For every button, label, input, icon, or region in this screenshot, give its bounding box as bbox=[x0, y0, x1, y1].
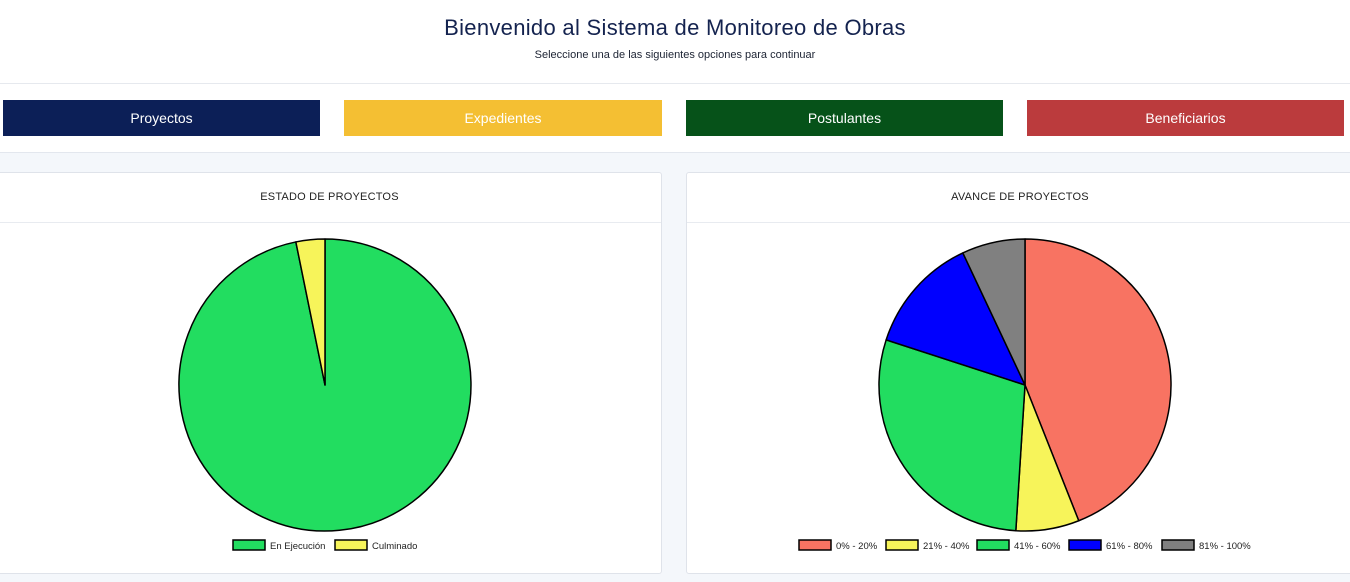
pie-slice-0-20 bbox=[1024, 238, 1172, 522]
page-header: Bienvenido al Sistema de Monitoreo de Ob… bbox=[0, 0, 1350, 84]
proyectos-button[interactable]: Proyectos bbox=[3, 100, 320, 136]
legend-swatch-41-60 bbox=[976, 539, 1010, 551]
legend-label-41-60: 41% - 60% bbox=[1014, 541, 1061, 552]
legend-label-81-100: 81% - 100% bbox=[1199, 541, 1251, 552]
pie-slice-culminado bbox=[295, 238, 326, 386]
postulantes-button[interactable]: Postulantes bbox=[686, 100, 1003, 136]
chart-title: AVANCE DE PROYECTOS bbox=[687, 173, 1350, 223]
legend-swatch-0-20 bbox=[798, 539, 832, 551]
estado-proyectos-chart: En Ejecución Culminado bbox=[178, 238, 472, 552]
pie-slice-81-100 bbox=[962, 238, 1026, 386]
page-title: Bienvenido al Sistema de Monitoreo de Ob… bbox=[444, 15, 906, 40]
pie-slice-61-80 bbox=[885, 252, 1026, 386]
expedientes-button[interactable]: Expedientes bbox=[344, 100, 662, 136]
legend-swatch-culminado bbox=[334, 539, 368, 551]
legend-swatch-81-100 bbox=[1161, 539, 1195, 551]
legend-label-21-40: 21% - 40% bbox=[923, 541, 970, 552]
avance-proyectos-card: AVANCE DE PROYECTOS 0% - 20% 21% - 40% 41%… bbox=[686, 172, 1350, 574]
legend-swatch-21-40 bbox=[885, 539, 919, 551]
estado-proyectos-card: ESTADO DE PROYECTOS En Ejecución Culminad… bbox=[0, 172, 662, 574]
beneficiarios-button[interactable]: Beneficiarios bbox=[1027, 100, 1344, 136]
chart-title: ESTADO DE PROYECTOS bbox=[0, 173, 661, 223]
legend-label-culminado: Culminado bbox=[372, 541, 417, 552]
legend-label-en-ejecuci-n: En Ejecución bbox=[270, 541, 325, 552]
page-subtitle: Seleccione una de las siguientes opcione… bbox=[534, 49, 816, 61]
pie-slice-41-60 bbox=[878, 339, 1026, 532]
legend-label-61-80: 61% - 80% bbox=[1106, 541, 1153, 552]
legend-swatch-en-ejecuci-n bbox=[232, 539, 266, 551]
legend-swatch-61-80 bbox=[1068, 539, 1102, 551]
legend-label-0-20: 0% - 20% bbox=[836, 541, 878, 552]
avance-proyectos-chart: 0% - 20% 21% - 40% 41% - 60% 61% - 80% 81% -… bbox=[798, 238, 1251, 552]
